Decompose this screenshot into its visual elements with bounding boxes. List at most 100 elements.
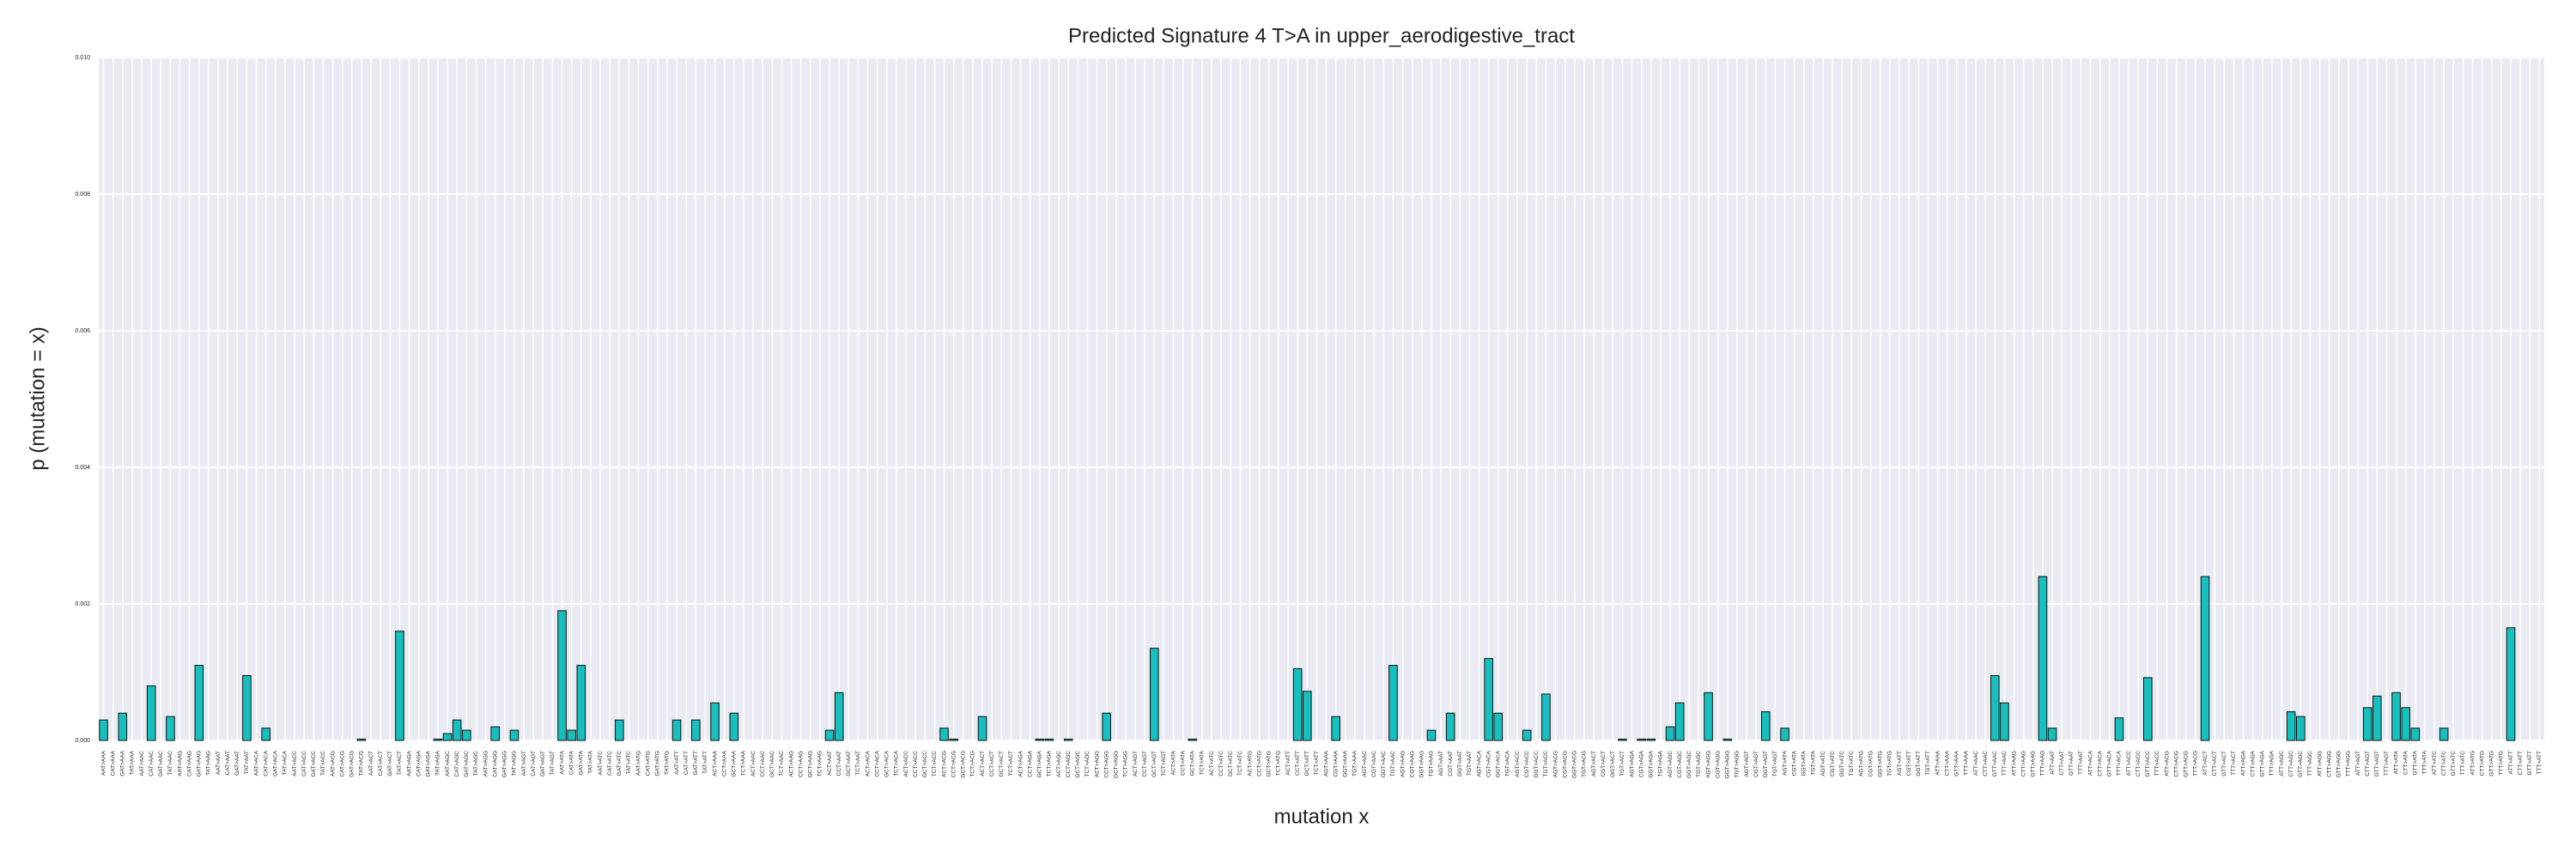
x-tick-label: CGT>AGA bbox=[1638, 750, 1644, 777]
x-tick-label: AGT>ACG bbox=[1552, 751, 1558, 777]
bar bbox=[1541, 693, 1551, 741]
x-tick-label: CCT>AAC bbox=[760, 751, 766, 777]
x-tick-label: TAT>AGC bbox=[473, 751, 479, 776]
x-tick-label: CCT>AGG bbox=[1103, 751, 1109, 778]
x-tick-label: TTT>AGC bbox=[2307, 751, 2313, 777]
x-tick-label: TTT>AGA bbox=[2269, 750, 2275, 776]
x-tick-label: CCT>AGT bbox=[1142, 751, 1148, 777]
x-tick-label: CTT>AGA bbox=[2250, 750, 2256, 777]
x-tick-label: GCT>ATA bbox=[1190, 750, 1196, 776]
x-tick-label: TCT>AGG bbox=[1123, 751, 1129, 777]
bar bbox=[977, 716, 987, 741]
x-tick-label: GTT>AGT bbox=[2374, 751, 2380, 777]
x-tick-label: GCT>AAC bbox=[769, 751, 775, 777]
x-tick-label: TCT>ATA bbox=[1200, 750, 1206, 775]
x-tick-label: CAT>ATC bbox=[607, 751, 613, 776]
x-tick-label: CCT>AAG bbox=[798, 751, 804, 777]
bar bbox=[1704, 691, 1713, 741]
x-tick-label: ATT>ACT bbox=[2202, 751, 2208, 776]
x-tick-label: CTT>AGG bbox=[2326, 751, 2332, 777]
bar bbox=[2038, 576, 2048, 741]
x-tick-label: TAT>ACG bbox=[359, 751, 365, 776]
x-tick-label: AGT>AGG bbox=[1705, 751, 1711, 778]
x-tick-label: TTT>ACT bbox=[2231, 751, 2237, 776]
x-tick-label: AAT>ACG bbox=[330, 751, 336, 777]
x-tick-label: CCT>ATG bbox=[1256, 751, 1262, 777]
x-tick-label: CTT>ACT bbox=[2212, 751, 2218, 776]
x-tick-label: AGT>AAA bbox=[1323, 750, 1329, 777]
x-tick-label: GGT>AAT bbox=[1457, 751, 1463, 777]
x-tick-label: CGT>ATC bbox=[1830, 751, 1836, 777]
x-tick-label: AGT>ACA bbox=[1476, 750, 1482, 777]
x-tick-label: TCT>AGA bbox=[1047, 750, 1053, 777]
x-tick-label: ACT>ATG bbox=[1247, 751, 1253, 777]
x-tick-label: ATT>AAG bbox=[2011, 751, 2017, 776]
x-tick-label: TTT>AGG bbox=[2346, 751, 2352, 777]
x-tick-label: TGT>ACC bbox=[1543, 751, 1549, 777]
x-tick-label: AAT>AAG bbox=[177, 751, 183, 777]
x-tick-label: CAT>AGC bbox=[454, 751, 460, 777]
x-tick-label: TAT>AAT bbox=[244, 751, 250, 774]
x-tick-label: GTT>AAG bbox=[2031, 751, 2037, 777]
bar bbox=[1102, 712, 1111, 741]
x-tick-label: TCT>ATC bbox=[1237, 751, 1243, 776]
x-tick-label: CAT>ATA bbox=[568, 750, 574, 775]
bar bbox=[1493, 712, 1504, 741]
x-tick-label: ACT>AGG bbox=[1094, 751, 1100, 777]
x-tick-label: GGT>AAC bbox=[1381, 751, 1387, 778]
x-tick-label: ATT>ATC bbox=[2432, 751, 2438, 775]
x-tick-label: ATT>ATT bbox=[2508, 751, 2514, 774]
bar bbox=[1646, 738, 1656, 741]
bar bbox=[1990, 674, 2000, 741]
x-tick-label: GAT>ATG bbox=[655, 751, 661, 777]
x-tick-label: TTT>AGT bbox=[2384, 751, 2390, 776]
y-tick-label: 0.002 bbox=[75, 601, 90, 607]
x-tick-label: GTT>ATC bbox=[2451, 751, 2457, 777]
x-tick-label: CCT>AAT bbox=[836, 751, 842, 776]
x-tick-label: ACT>ATT bbox=[1285, 751, 1291, 776]
x-tick-label: CAT>ACC bbox=[301, 751, 307, 777]
x-tick-label: ACT>AAA bbox=[712, 750, 718, 776]
bar bbox=[242, 674, 252, 741]
bar bbox=[2286, 711, 2296, 741]
x-tick-label: GTT>AAA bbox=[1954, 750, 1960, 776]
x-tick-label: AGT>ATG bbox=[1858, 751, 1864, 777]
bar bbox=[1150, 648, 1159, 741]
x-tick-label: AGT>ATC bbox=[1820, 751, 1826, 777]
x-tick-label: ATT>ACG bbox=[2164, 751, 2170, 777]
x-tick-label: AAT>ACA bbox=[253, 750, 259, 776]
x-tick-label: AAT>AAA bbox=[100, 750, 106, 776]
x-tick-label: GCT>ACG bbox=[961, 751, 967, 778]
x-tick-label: ATT>AAC bbox=[1973, 751, 1979, 776]
x-tick-label: CGT>AGC bbox=[1677, 751, 1683, 778]
x-tick-label: TTT>AAA bbox=[1964, 750, 1970, 775]
x-tick-label: TTT>ACG bbox=[2193, 751, 2199, 777]
bar bbox=[1761, 711, 1771, 741]
x-tick-label: CAT>ACT bbox=[378, 751, 384, 776]
x-tick-label: GGT>ATA bbox=[1801, 750, 1807, 776]
y-axis-label: p (mutation = x) bbox=[26, 326, 49, 470]
x-tick-label: AAT>AAC bbox=[139, 751, 145, 777]
bar bbox=[2362, 707, 2372, 741]
x-tick-label: CGT>ACC bbox=[1524, 751, 1530, 778]
x-tick-label: AAT>ATC bbox=[598, 751, 604, 776]
x-tick-label: AGT>ACC bbox=[1515, 751, 1521, 777]
x-tick-label: TCT>ATG bbox=[1276, 751, 1282, 776]
x-tick-label: TGT>ATC bbox=[1849, 751, 1855, 777]
x-tick-label: CAT>AAG bbox=[186, 751, 192, 777]
x-tick-label: CGT>ACG bbox=[1562, 751, 1568, 778]
bar bbox=[356, 738, 367, 741]
x-tick-label: ATT>AGA bbox=[2240, 750, 2246, 776]
x-tick-label: GGT>ACC bbox=[1534, 751, 1540, 778]
x-tick-label: GAT>AAT bbox=[234, 751, 240, 776]
x-tick-label: TTT>ACC bbox=[2154, 751, 2160, 777]
x-tick-label: CAT>ACG bbox=[339, 751, 345, 777]
bar bbox=[1388, 665, 1398, 741]
x-tick-label: AAT>ATG bbox=[635, 751, 641, 776]
x-tick-label: ATT>ACC bbox=[2126, 751, 2132, 777]
x-tick-label: ATT>AGC bbox=[2279, 751, 2285, 777]
bar bbox=[2410, 728, 2421, 741]
bar bbox=[118, 712, 128, 741]
